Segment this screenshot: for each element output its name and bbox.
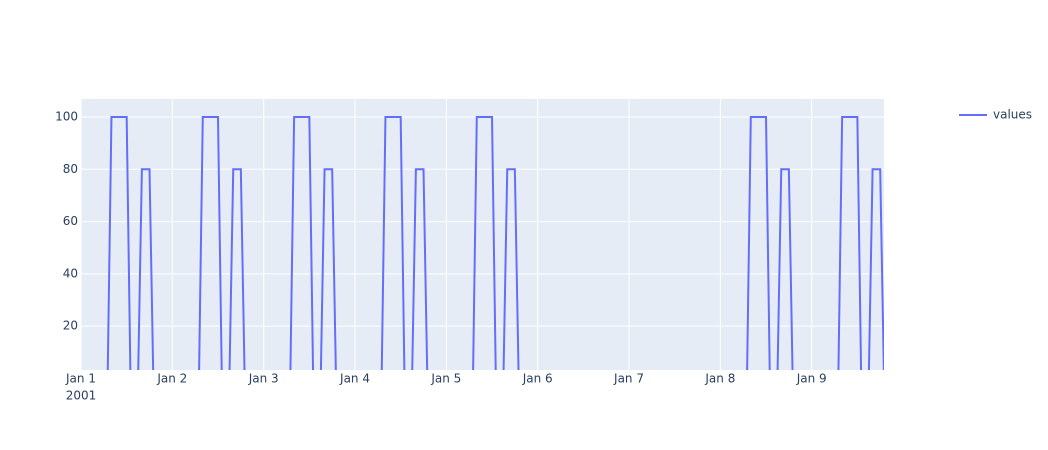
legend-label: values <box>993 108 1032 122</box>
y-tick-label: 80 <box>63 162 78 176</box>
y-tick-label: 40 <box>63 266 78 280</box>
x-tick-label: Jan 6 <box>522 372 553 386</box>
y-tick-label: 20 <box>63 319 78 333</box>
line-series <box>106 116 884 370</box>
x-tick-label: Jan 5 <box>430 372 461 386</box>
x-tick-label: Jan 3 <box>248 372 279 386</box>
x-tick-label: Jan 4 <box>339 372 370 386</box>
y-tick-label: 100 <box>55 110 78 124</box>
x-tick-label: Jan 2 <box>156 372 187 386</box>
x-tick-label: Jan 8 <box>704 372 735 386</box>
lines <box>106 116 884 370</box>
x-tick-label: Jan 7 <box>613 372 644 386</box>
x-tick-sublabel: 2001 <box>66 389 97 403</box>
x-tick-label: Jan 9 <box>796 372 827 386</box>
labels: Jan 1 2001 Jan 2 Jan 3 Jan 4 Jan 5 Jan 6 Jan 7 J… <box>55 108 1032 403</box>
y-tick-label: 60 <box>63 214 78 228</box>
x-tick-label: Jan 1 <box>65 372 96 386</box>
